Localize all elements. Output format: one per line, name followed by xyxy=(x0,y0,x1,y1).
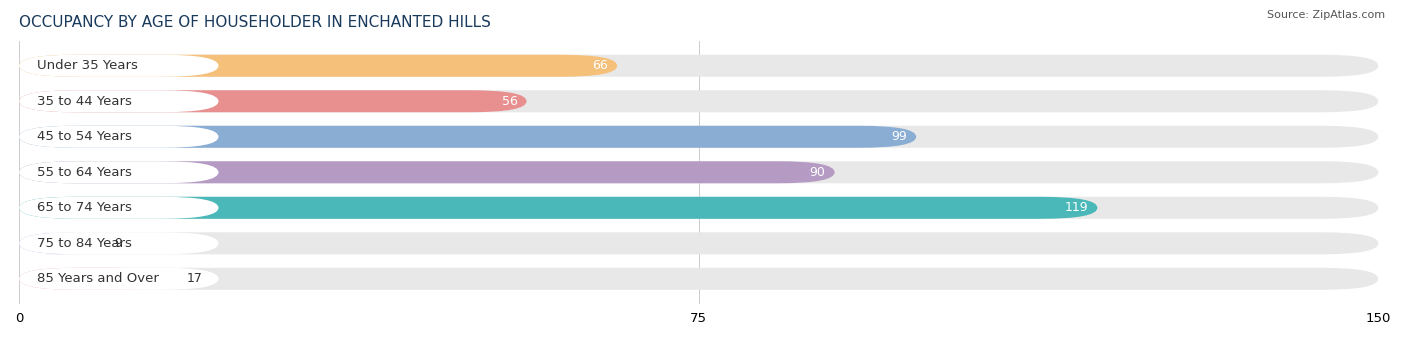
FancyBboxPatch shape xyxy=(20,161,1378,183)
FancyBboxPatch shape xyxy=(20,126,917,148)
Text: 66: 66 xyxy=(592,59,609,72)
FancyBboxPatch shape xyxy=(20,232,1378,254)
Text: 56: 56 xyxy=(502,95,517,108)
Text: OCCUPANCY BY AGE OF HOUSEHOLDER IN ENCHANTED HILLS: OCCUPANCY BY AGE OF HOUSEHOLDER IN ENCHA… xyxy=(20,15,491,30)
Text: 90: 90 xyxy=(810,166,825,179)
FancyBboxPatch shape xyxy=(20,268,173,290)
Text: 17: 17 xyxy=(187,272,202,285)
FancyBboxPatch shape xyxy=(20,55,1378,77)
Text: 45 to 54 Years: 45 to 54 Years xyxy=(38,130,132,143)
Text: Under 35 Years: Under 35 Years xyxy=(38,59,138,72)
FancyBboxPatch shape xyxy=(20,232,101,254)
Text: 99: 99 xyxy=(891,130,907,143)
FancyBboxPatch shape xyxy=(20,197,1098,219)
FancyBboxPatch shape xyxy=(20,126,1378,148)
Text: 35 to 44 Years: 35 to 44 Years xyxy=(38,95,132,108)
Text: 55 to 64 Years: 55 to 64 Years xyxy=(38,166,132,179)
Text: 65 to 74 Years: 65 to 74 Years xyxy=(38,201,132,214)
FancyBboxPatch shape xyxy=(20,232,218,254)
FancyBboxPatch shape xyxy=(20,161,835,183)
Text: 85 Years and Over: 85 Years and Over xyxy=(38,272,159,285)
FancyBboxPatch shape xyxy=(20,197,218,219)
FancyBboxPatch shape xyxy=(20,161,218,183)
FancyBboxPatch shape xyxy=(20,126,218,148)
FancyBboxPatch shape xyxy=(20,55,218,77)
FancyBboxPatch shape xyxy=(20,90,527,112)
Text: Source: ZipAtlas.com: Source: ZipAtlas.com xyxy=(1267,10,1385,20)
Text: 119: 119 xyxy=(1064,201,1088,214)
Text: 9: 9 xyxy=(114,237,122,250)
Text: 75 to 84 Years: 75 to 84 Years xyxy=(38,237,132,250)
FancyBboxPatch shape xyxy=(20,90,1378,112)
FancyBboxPatch shape xyxy=(20,268,1378,290)
FancyBboxPatch shape xyxy=(20,197,1378,219)
FancyBboxPatch shape xyxy=(20,268,218,290)
FancyBboxPatch shape xyxy=(20,55,617,77)
FancyBboxPatch shape xyxy=(20,90,218,112)
